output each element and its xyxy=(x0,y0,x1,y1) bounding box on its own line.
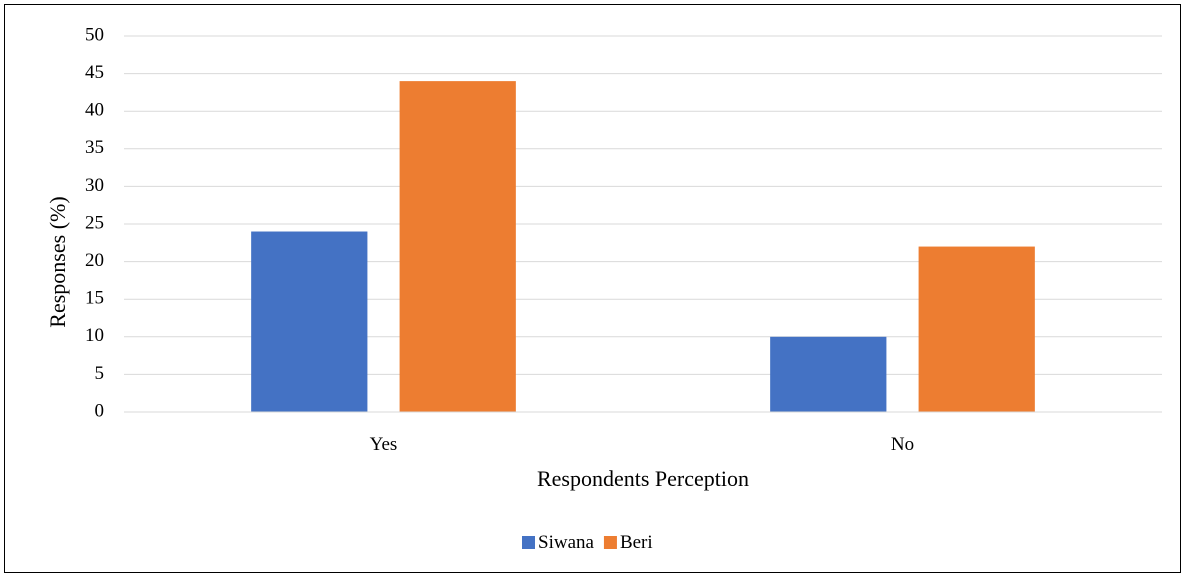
x-axis-title: Respondents Perception xyxy=(537,466,749,491)
legend-label-beri: Beri xyxy=(620,532,653,553)
bar-siwana-yes xyxy=(251,231,368,412)
y-tick-label: 50 xyxy=(85,24,104,45)
y-tick-label: 40 xyxy=(85,100,104,121)
y-tick-label: 25 xyxy=(85,212,104,233)
y-tick-label: 30 xyxy=(85,175,104,196)
bar-siwana-no xyxy=(770,336,887,412)
y-axis-title: Responses (%) xyxy=(45,196,70,327)
y-tick-label: 10 xyxy=(85,325,104,346)
y-tick-label: 0 xyxy=(95,400,105,421)
x-tick-label: No xyxy=(891,434,914,455)
legend-label-siwana: Siwana xyxy=(538,532,595,553)
legend-swatch-siwana xyxy=(522,536,535,549)
legend: Siwana Beri xyxy=(522,532,653,553)
x-tick-label: Yes xyxy=(370,434,398,455)
y-tick-label: 35 xyxy=(85,137,104,158)
y-tick-label: 15 xyxy=(85,288,104,309)
y-tick-label: 20 xyxy=(85,250,104,271)
y-axis-ticks: 0 5 10 15 20 25 30 35 40 45 50 xyxy=(85,24,104,421)
bars xyxy=(251,81,1035,413)
legend-swatch-beri xyxy=(603,536,617,549)
bar-beri-no xyxy=(918,246,1035,412)
y-tick-label: 45 xyxy=(85,62,104,83)
x-axis-ticks: Yes No xyxy=(370,434,914,455)
y-tick-label: 5 xyxy=(95,363,105,384)
bar-beri-yes xyxy=(399,81,516,413)
